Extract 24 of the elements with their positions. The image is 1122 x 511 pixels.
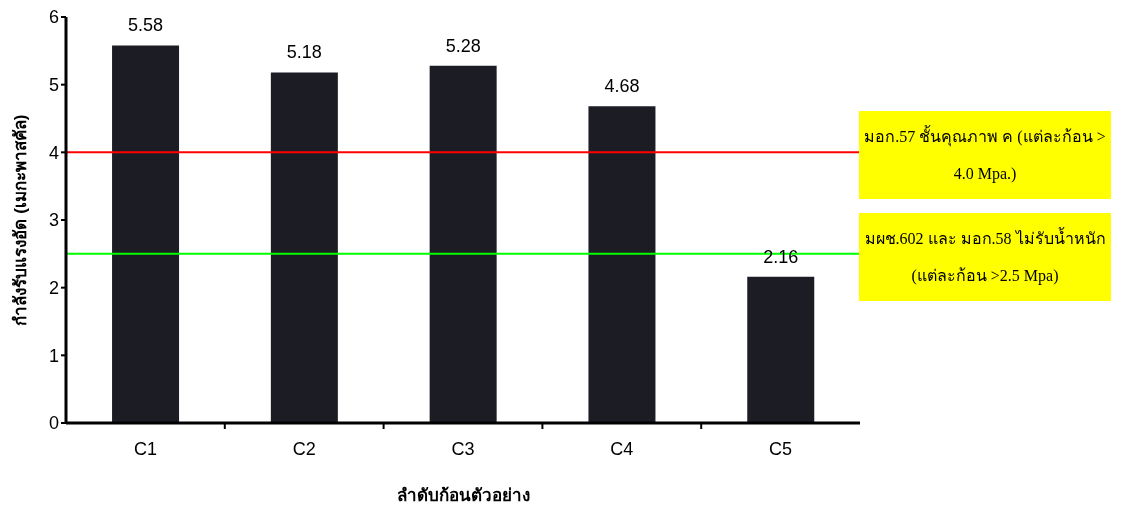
bar bbox=[747, 276, 815, 423]
y-tick-label: 1 bbox=[48, 345, 59, 366]
y-axis-title: กำลังรับแรงอัด (เมกะพาสคัล) bbox=[10, 114, 30, 326]
bar bbox=[270, 72, 338, 423]
y-tick-label: 6 bbox=[48, 7, 59, 28]
y-tick-label: 3 bbox=[48, 210, 59, 231]
x-tick-label: C2 bbox=[292, 439, 316, 459]
data-label: 5.18 bbox=[286, 42, 322, 63]
x-tick-label: C1 bbox=[133, 439, 157, 459]
data-label: 4.68 bbox=[604, 76, 640, 97]
bar bbox=[588, 106, 656, 423]
x-tick-label: C5 bbox=[769, 439, 793, 459]
data-label: 5.28 bbox=[445, 35, 481, 56]
x-tick-label: C4 bbox=[610, 439, 634, 459]
x-tick-label: C3 bbox=[451, 439, 475, 459]
data-label: 5.58 bbox=[128, 15, 164, 36]
y-tick-label: 2 bbox=[48, 278, 59, 299]
x-axis-title: ลำดับก้อนตัวอย่าง bbox=[396, 486, 530, 505]
bar bbox=[112, 45, 180, 423]
y-tick-label: 4 bbox=[48, 142, 59, 163]
bar bbox=[429, 65, 497, 423]
y-tick-label: 5 bbox=[48, 75, 59, 96]
text: มผช.602 และ มอก.58 ไม่รับน้ำหนัก (แต่ละก้อน >2.5 Mpa) bbox=[864, 229, 1106, 284]
y-tick-label: 0 bbox=[48, 413, 59, 434]
